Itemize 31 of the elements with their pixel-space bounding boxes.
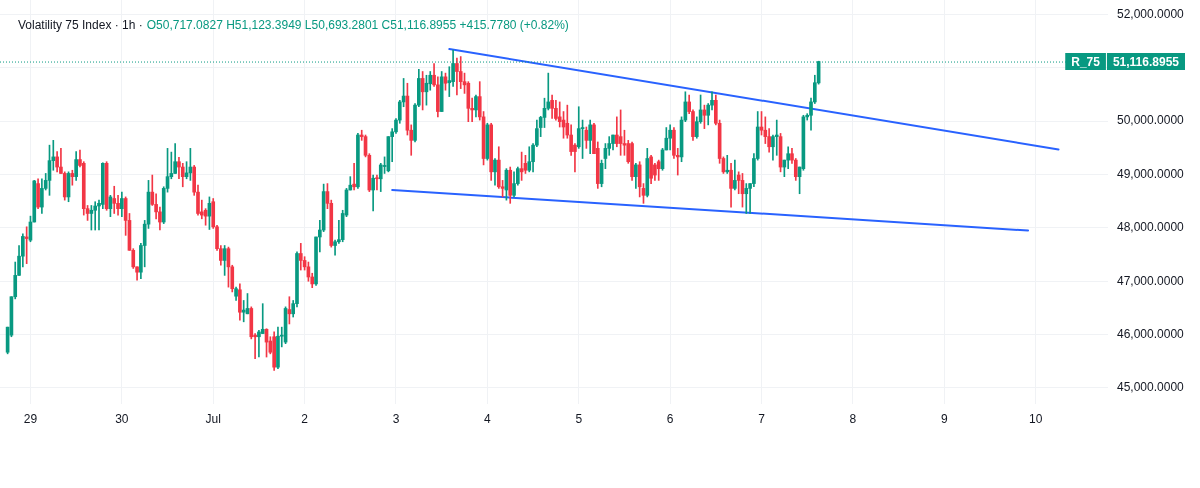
ref-line-label: R_75 [1071,54,1101,69]
x-tick-label: Jul [205,411,221,426]
y-tick-label: 48,000.0000 [1117,220,1185,235]
x-tick-label: 2 [301,411,309,426]
x-tick-label: 9 [940,411,948,426]
x-tick-label: 5 [575,411,583,426]
x-tick-label: 3 [392,411,400,426]
x-tick-label: 7 [758,411,766,426]
candlestick [241,300,246,323]
candlestick [257,330,261,358]
text: 51,116.8955 [1112,54,1180,69]
y-tick-label: 45,000.0000 [1117,380,1185,395]
y-tick-label: 50,000.0000 [1117,113,1185,128]
text: Volatility 75 Index · 1h · [18,18,143,32]
y-tick-label: 47,000.0000 [1117,273,1185,288]
x-tick-label: 10 [1028,411,1043,426]
x-tick-label: 30 [115,411,129,426]
text: O50,717.0827 H51,123.3949 L50,693.2801 C51,116.8955 +415.7780 (+0.82%) [146,18,569,32]
x-tick-label: 8 [849,411,857,426]
y-tick-label: 52,000.0000 [1117,6,1185,21]
x-tick-label: 6 [666,411,674,426]
candlestick [352,162,356,191]
y-tick-label: 46,000.0000 [1117,326,1185,341]
x-tick-label: 4 [484,411,492,426]
y-tick-label: 49,000.0000 [1117,166,1185,181]
candlestick [774,119,779,156]
candlestick [725,154,730,174]
x-tick-label: 29 [23,411,38,426]
candlestick [375,174,379,191]
candlestick [93,201,98,231]
candlestick [744,183,749,214]
